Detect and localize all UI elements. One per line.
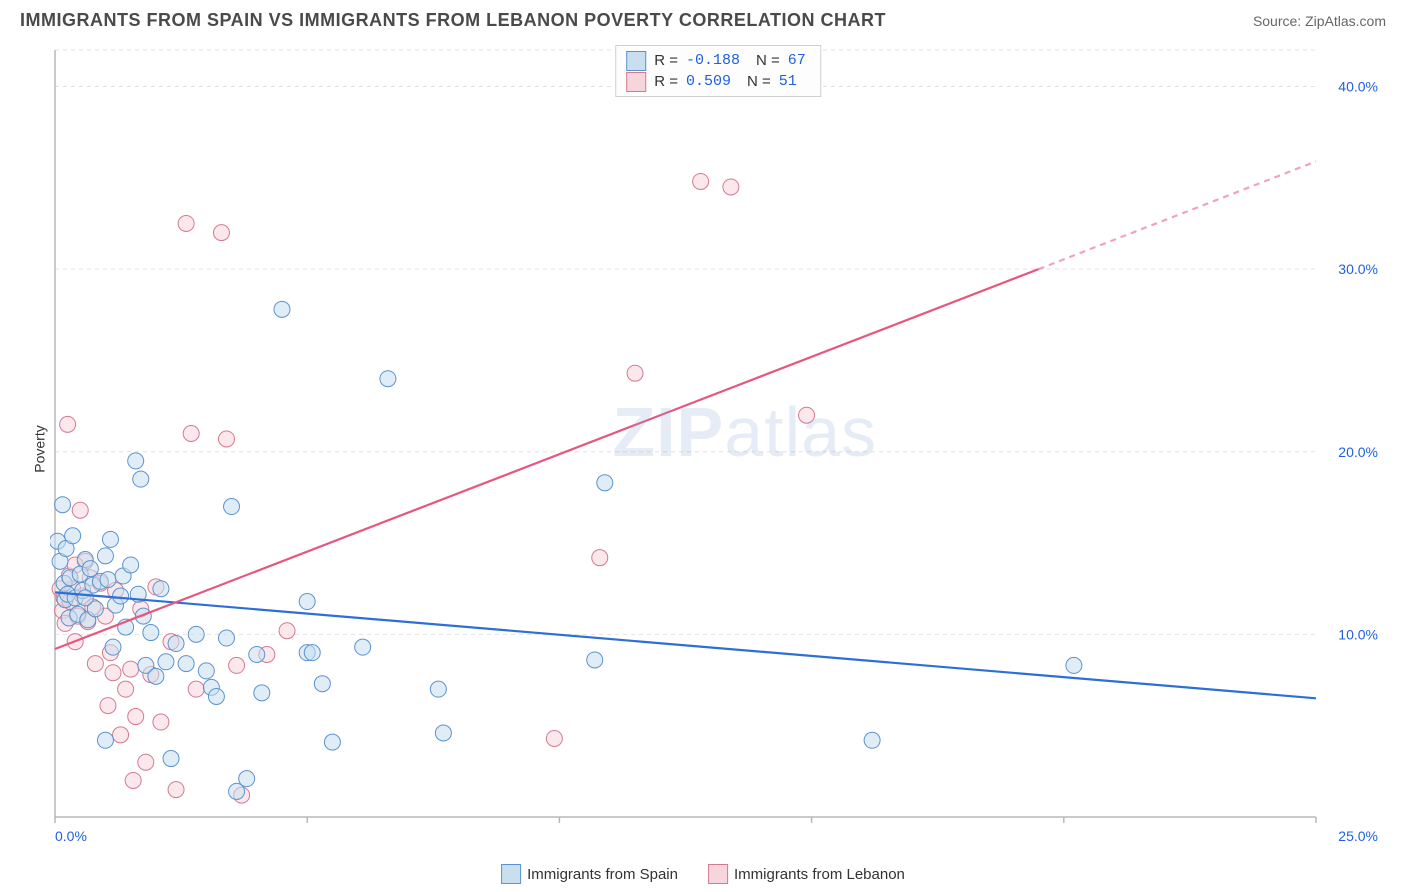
source-label: Source: [1253,13,1305,29]
stat-r-label-1: R = [654,50,678,71]
stat-n-value-2: 51 [779,71,797,92]
legend-label-series2: Immigrants from Lebanon [734,866,905,883]
svg-text:40.0%: 40.0% [1338,79,1378,95]
bottom-legend: Immigrants from Spain Immigrants from Le… [501,864,905,884]
svg-text:20.0%: 20.0% [1338,444,1378,460]
svg-text:30.0%: 30.0% [1338,261,1378,277]
stat-n-label-1: N = [756,50,780,71]
stats-row-series1: R = -0.188 N = 67 [626,50,806,71]
swatch-series1 [626,51,646,71]
stats-row-series2: R = 0.509 N = 51 [626,71,806,92]
stat-r-value-2: 0.509 [686,71,731,92]
svg-text:25.0%: 25.0% [1338,828,1378,844]
legend-swatch-series2 [708,864,728,884]
legend-swatch-series1 [501,864,521,884]
chart-title: IMMIGRANTS FROM SPAIN VS IMMIGRANTS FROM… [20,10,886,31]
stat-r-value-1: -0.188 [686,50,740,71]
stat-n-label-2: N = [747,71,771,92]
legend-item-series2: Immigrants from Lebanon [708,864,905,884]
y-axis-label: Poverty [32,425,48,472]
legend-label-series1: Immigrants from Spain [527,866,678,883]
legend-item-series1: Immigrants from Spain [501,864,678,884]
swatch-series2 [626,72,646,92]
svg-text:10.0%: 10.0% [1338,626,1378,642]
correlation-stats-box: R = -0.188 N = 67 R = 0.509 N = 51 [615,45,821,97]
source-name: ZipAtlas.com [1305,13,1386,29]
scatter-plot-svg: 0.0% 25.0% 10.0% 20.0% 30.0% 40.0% [50,45,1386,852]
source-attribution: Source: ZipAtlas.com [1253,13,1386,29]
plot-area: Poverty ZIPatlas 0.0%25.0%10.0%20.0%30.0… [50,45,1386,852]
stat-n-value-1: 67 [788,50,806,71]
svg-text:0.0%: 0.0% [55,828,87,844]
stat-r-label-2: R = [654,71,678,92]
